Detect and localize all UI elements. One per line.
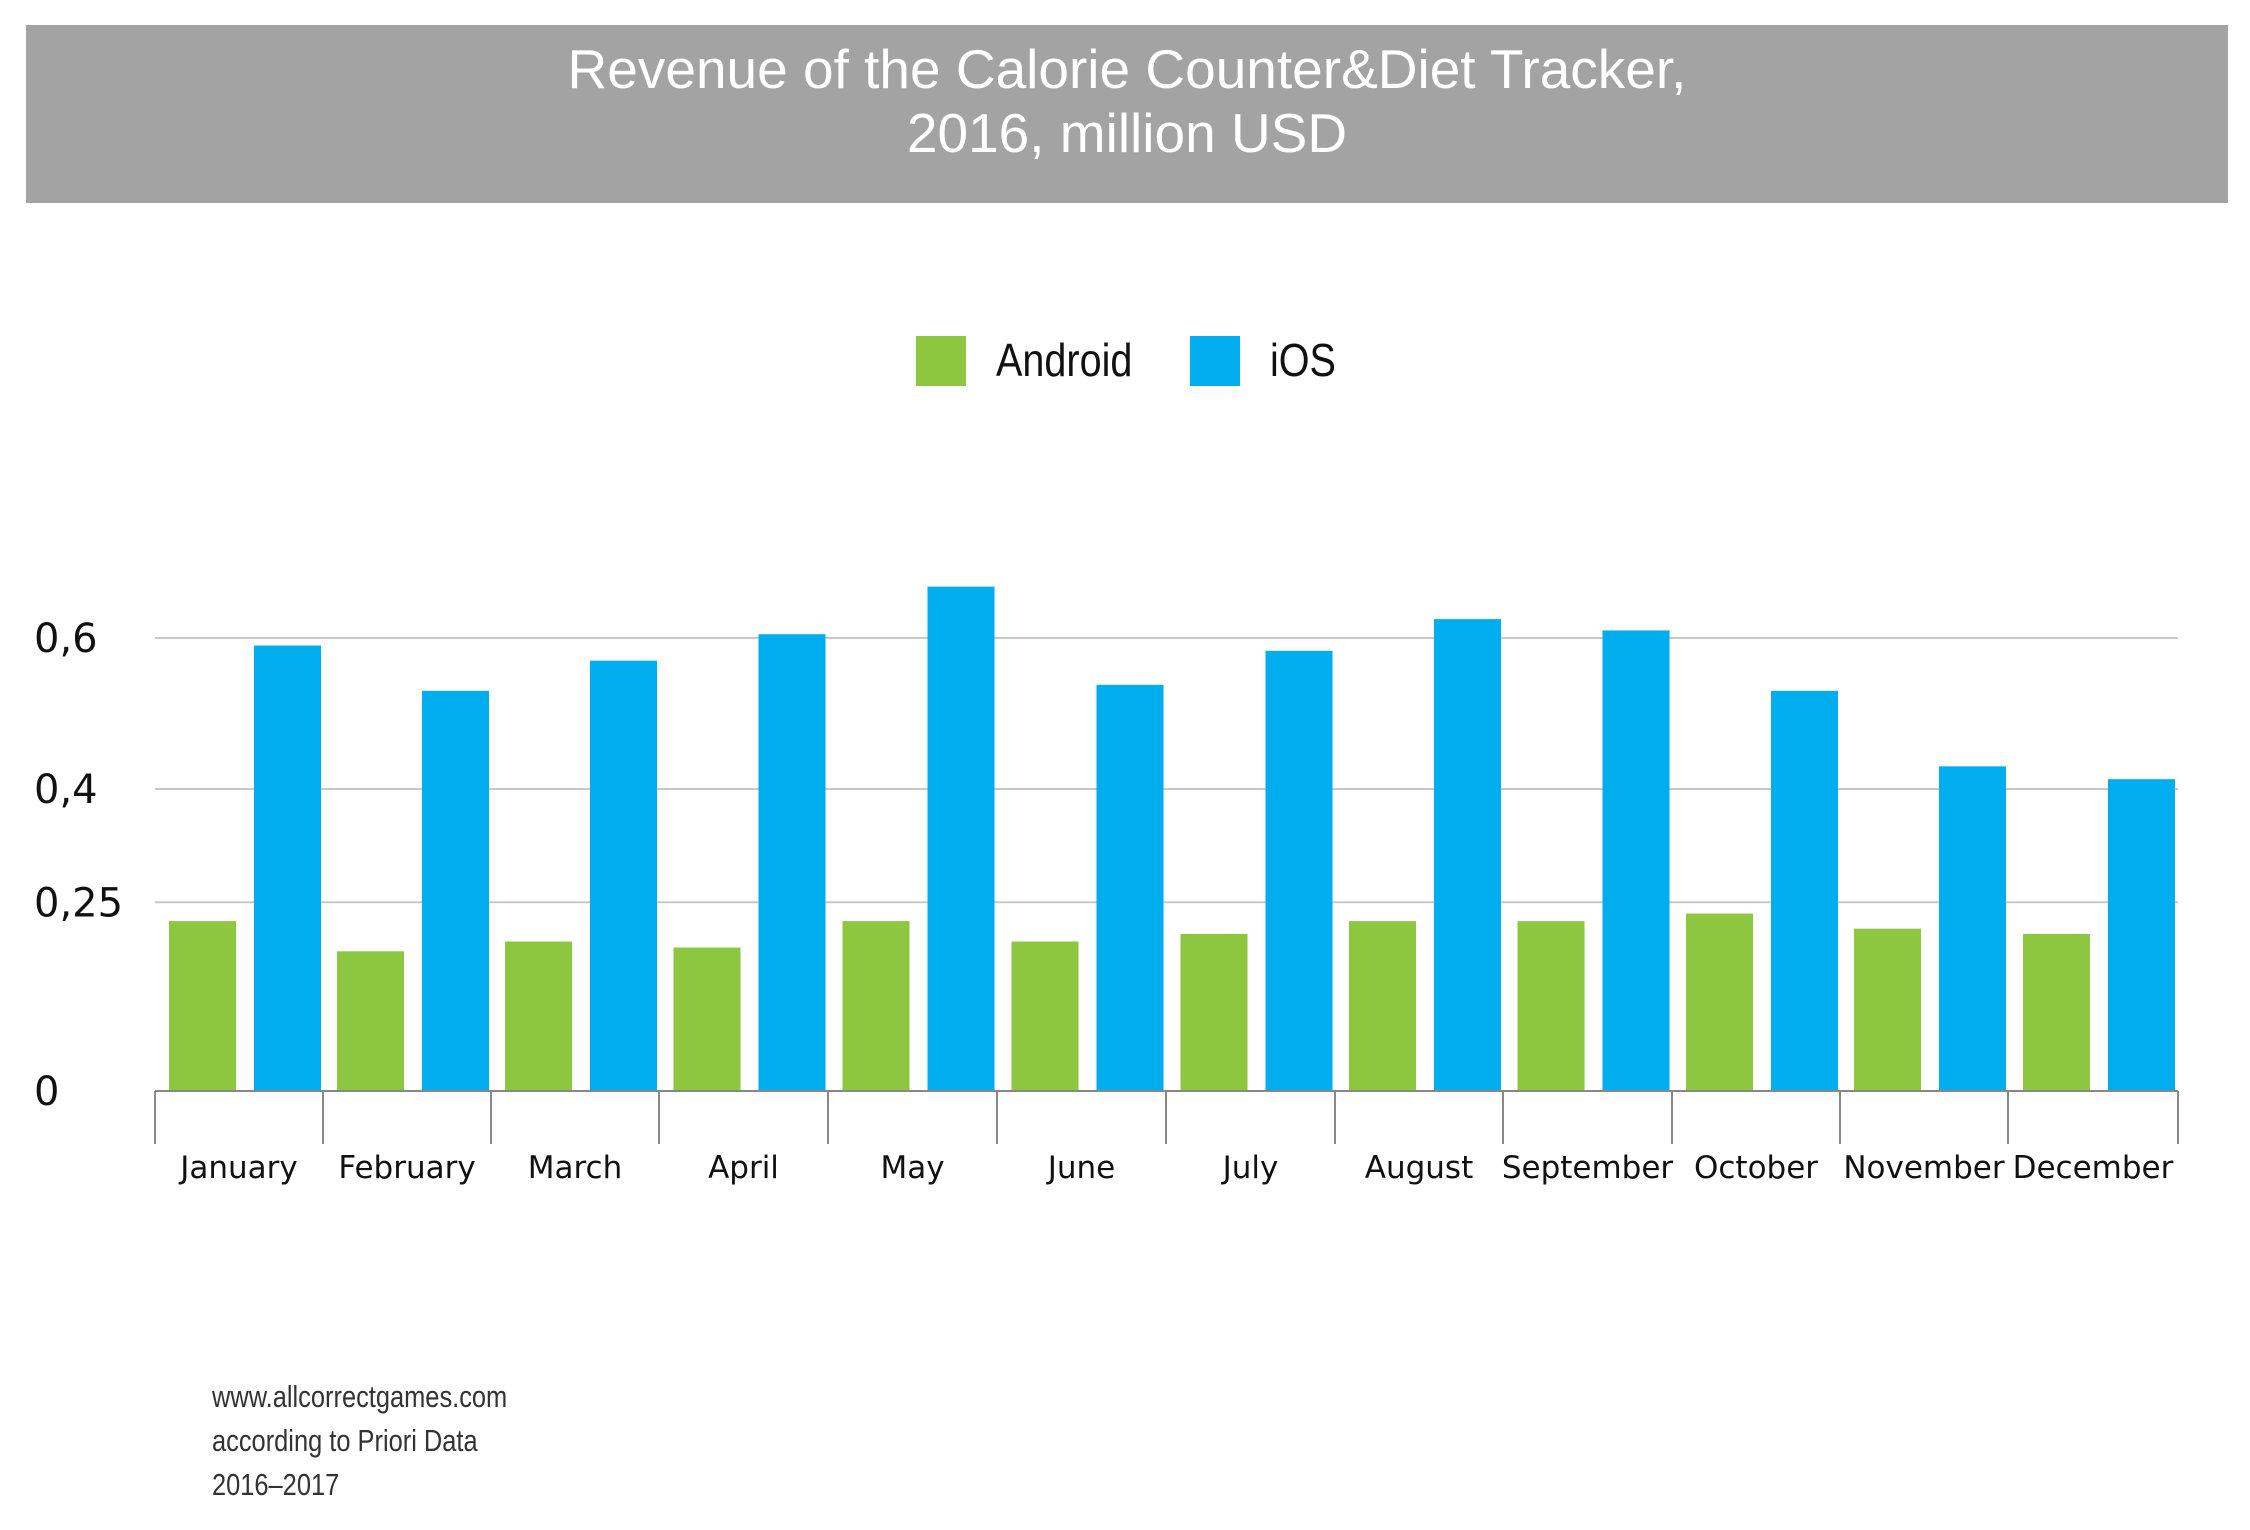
bar-android — [1854, 928, 1921, 1091]
y-tick-label: 0,25 — [34, 880, 123, 926]
bar-ios — [927, 586, 995, 1091]
x-tick-label: September — [1502, 1150, 1674, 1186]
chart-legend: Android iOS — [0, 325, 2250, 395]
label-layer: 0 0,25 0,4 0,6 January February March April May J… — [34, 616, 2174, 1186]
bar-android — [1517, 921, 1585, 1091]
bar-ios — [1771, 690, 1838, 1091]
x-tick-label: June — [1046, 1150, 1116, 1186]
bar-android — [505, 941, 572, 1091]
bar-ios — [1265, 650, 1333, 1091]
bar-android — [337, 951, 404, 1091]
bar-android — [2023, 933, 2090, 1091]
x-tick-label: March — [528, 1150, 623, 1186]
y-tick-label: 0,6 — [34, 616, 98, 662]
x-tick-label: April — [708, 1150, 779, 1186]
bar-ios — [254, 645, 321, 1091]
bar-android — [1180, 933, 1248, 1091]
chart-title-banner: Revenue of the Calorie Counter&Diet Trac… — [26, 25, 2228, 203]
x-tick-label: October — [1694, 1150, 1818, 1186]
bar-ios — [590, 660, 657, 1091]
source-attribution: according to Priori Data — [212, 1423, 478, 1458]
bar-ios — [1939, 766, 2006, 1091]
axis-layer — [154, 1090, 2179, 1144]
x-tick-label: November — [1843, 1150, 2005, 1186]
chart-title-line-2: 2016, million USD — [906, 102, 1348, 164]
bar-ios — [2108, 779, 2175, 1091]
x-tick-label: May — [880, 1150, 944, 1186]
y-tick-label: 0,4 — [34, 767, 98, 813]
bar-android — [1686, 913, 1753, 1091]
x-tick-label: February — [338, 1150, 475, 1186]
bar-android — [169, 921, 236, 1091]
grid-layer — [155, 637, 2178, 904]
x-tick-label: July — [1221, 1150, 1279, 1186]
bar-ios — [1096, 684, 1164, 1091]
source-years: 2016–2017 — [212, 1467, 340, 1502]
bar-android — [1349, 921, 1416, 1091]
source-note: www.allcorrectgames.com according to Pri… — [212, 1375, 507, 1507]
x-tick-label: August — [1365, 1150, 1474, 1186]
legend-label-ios: iOS — [1270, 334, 1336, 386]
bar-ios — [758, 634, 826, 1091]
bar-layer — [169, 586, 2175, 1091]
source-url: www.allcorrectgames.com — [212, 1379, 508, 1414]
legend-swatch-android — [916, 336, 966, 386]
bar-ios — [1602, 630, 1670, 1091]
bar-android — [673, 947, 741, 1091]
y-tick-label: 0 — [34, 1069, 59, 1115]
x-tick-label: January — [178, 1150, 298, 1186]
chart-title-line-1: Revenue of the Calorie Counter&Diet Trac… — [567, 38, 1687, 100]
bar-ios — [422, 690, 489, 1091]
legend-swatch-ios — [1190, 336, 1240, 386]
x-tick-label: December — [2013, 1150, 2174, 1186]
legend-label-android: Android — [996, 334, 1133, 386]
bar-ios — [1434, 619, 1501, 1091]
bar-android — [842, 921, 910, 1091]
bar-android — [1011, 941, 1079, 1091]
